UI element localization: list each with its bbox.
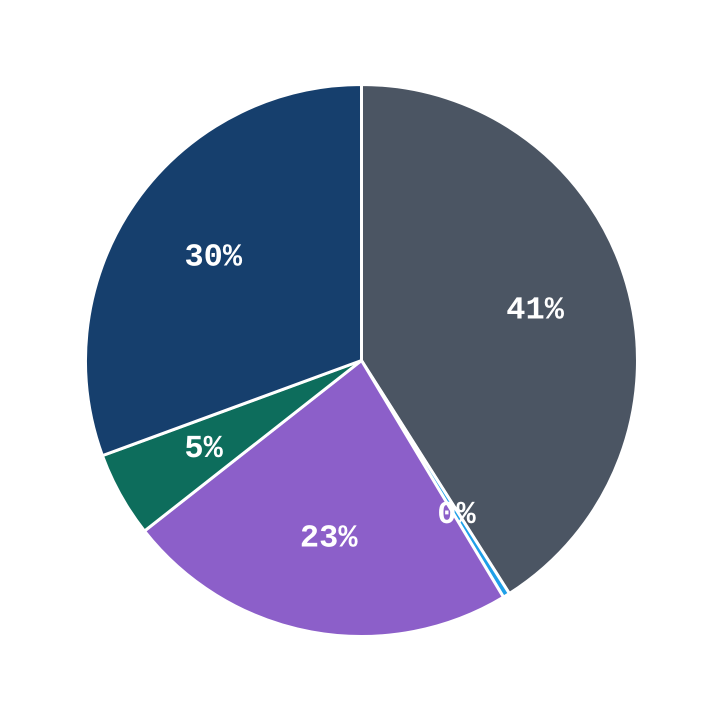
svg-text:23%: 23% [300, 520, 358, 557]
svg-text:30%: 30% [184, 238, 242, 275]
svg-text:5%: 5% [184, 430, 223, 467]
svg-text:41%: 41% [506, 292, 564, 329]
svg-text:0%: 0% [437, 496, 476, 533]
